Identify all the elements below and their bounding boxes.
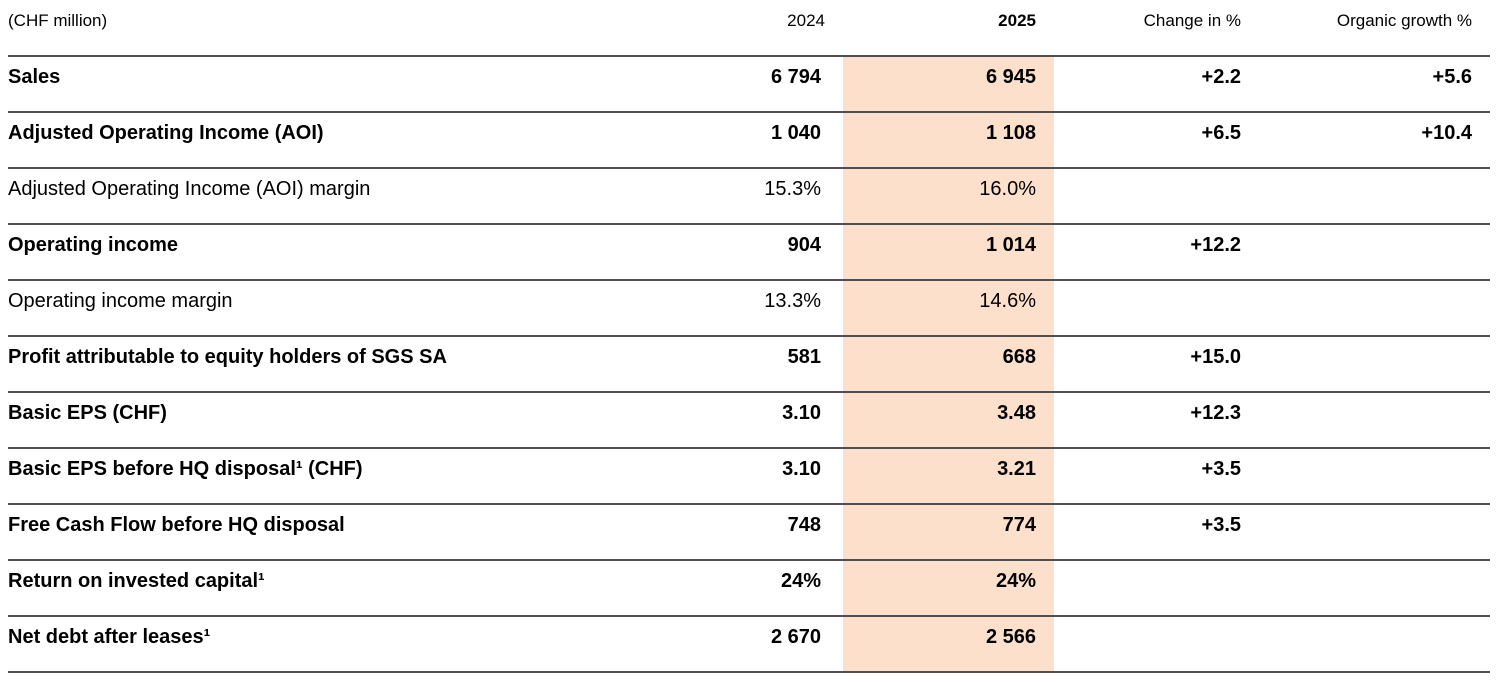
row-label: Adjusted Operating Income (AOI) margin <box>8 178 371 200</box>
value-change <box>1054 280 1259 336</box>
table-row: Sales 6 794 6 945 +2.2 +5.6 <box>8 56 1490 112</box>
row-label: Return on invested capital¹ <box>8 570 265 592</box>
table-body: Sales 6 794 6 945 +2.2 +5.6 Adjusted Ope… <box>8 56 1490 672</box>
table-row: Operating income margin 13.3% 14.6% <box>8 280 1490 336</box>
value-organic: +5.6 <box>1432 66 1472 88</box>
table-row: Free Cash Flow before HQ disposal 748 77… <box>8 504 1490 560</box>
value-2025: 1 108 <box>843 112 1054 168</box>
financial-highlights-table: (CHF million) 2024 2025 Change in % Orga… <box>8 0 1490 673</box>
value-change: +3.5 <box>1201 458 1241 480</box>
value-change <box>1054 616 1259 672</box>
col-header-2024: 2024 <box>787 11 825 30</box>
value-2024: 2 670 <box>770 626 821 648</box>
unit-label: (CHF million) <box>8 11 108 30</box>
value-2024: 13.3% <box>764 290 821 312</box>
header-row: (CHF million) 2024 2025 Change in % Orga… <box>8 0 1490 56</box>
table-row: Adjusted Operating Income (AOI) margin 1… <box>8 168 1490 224</box>
value-change: +3.5 <box>1201 514 1241 536</box>
table-row: Profit attributable to equity holders of… <box>8 336 1490 392</box>
value-2024: 581 <box>787 346 821 368</box>
value-organic <box>1259 336 1490 392</box>
value-organic <box>1259 448 1490 504</box>
value-2025: 14.6% <box>843 280 1054 336</box>
table-row: Adjusted Operating Income (AOI) 1 040 1 … <box>8 112 1490 168</box>
value-2025: 774 <box>843 504 1054 560</box>
value-change <box>1054 560 1259 616</box>
value-organic <box>1259 504 1490 560</box>
col-header-organic: Organic growth % <box>1336 11 1472 30</box>
value-organic: +10.4 <box>1421 122 1472 144</box>
row-label: Profit attributable to equity holders of… <box>8 346 447 368</box>
table-row: Basic EPS before HQ disposal¹ (CHF) 3.10… <box>8 448 1490 504</box>
col-header-2025: 2025 <box>998 11 1036 30</box>
value-2024: 748 <box>787 514 821 536</box>
value-change: +2.2 <box>1201 66 1241 88</box>
value-2025: 3.21 <box>843 448 1054 504</box>
row-label: Adjusted Operating Income (AOI) <box>8 122 324 144</box>
value-2025: 2 566 <box>843 616 1054 672</box>
value-2025: 3.48 <box>843 392 1054 448</box>
value-2024: 904 <box>787 234 821 256</box>
value-2025: 1 014 <box>843 224 1054 280</box>
row-label: Basic EPS before HQ disposal¹ (CHF) <box>8 458 363 480</box>
table-row: Operating income 904 1 014 +12.2 <box>8 224 1490 280</box>
table-row: Return on invested capital¹ 24% 24% <box>8 560 1490 616</box>
value-2024: 15.3% <box>764 178 821 200</box>
value-organic <box>1259 560 1490 616</box>
row-label: Free Cash Flow before HQ disposal <box>8 514 345 536</box>
value-change: +12.2 <box>1190 234 1241 256</box>
col-header-change: Change in % <box>1143 11 1241 30</box>
value-organic <box>1259 616 1490 672</box>
value-2025: 668 <box>843 336 1054 392</box>
value-2024: 6 794 <box>770 66 821 88</box>
table-row: Basic EPS (CHF) 3.10 3.48 +12.3 <box>8 392 1490 448</box>
value-2024: 1 040 <box>770 122 821 144</box>
value-2024: 3.10 <box>782 402 821 424</box>
table-row: Net debt after leases¹ 2 670 2 566 <box>8 616 1490 672</box>
value-change <box>1054 168 1259 224</box>
row-label: Operating income margin <box>8 290 233 312</box>
row-label: Sales <box>8 66 61 88</box>
value-change: +15.0 <box>1190 346 1241 368</box>
value-2025: 24% <box>843 560 1054 616</box>
value-organic <box>1259 224 1490 280</box>
value-2025: 16.0% <box>843 168 1054 224</box>
table-header: (CHF million) 2024 2025 Change in % Orga… <box>8 0 1490 56</box>
value-change: +6.5 <box>1201 122 1241 144</box>
value-organic <box>1259 280 1490 336</box>
value-organic <box>1259 168 1490 224</box>
row-label: Basic EPS (CHF) <box>8 402 167 424</box>
value-2024: 3.10 <box>782 458 821 480</box>
row-label: Net debt after leases¹ <box>8 626 211 648</box>
value-2025: 6 945 <box>843 56 1054 112</box>
value-2024: 24% <box>780 570 821 592</box>
value-organic <box>1259 392 1490 448</box>
value-change: +12.3 <box>1190 402 1241 424</box>
row-label: Operating income <box>8 234 179 256</box>
